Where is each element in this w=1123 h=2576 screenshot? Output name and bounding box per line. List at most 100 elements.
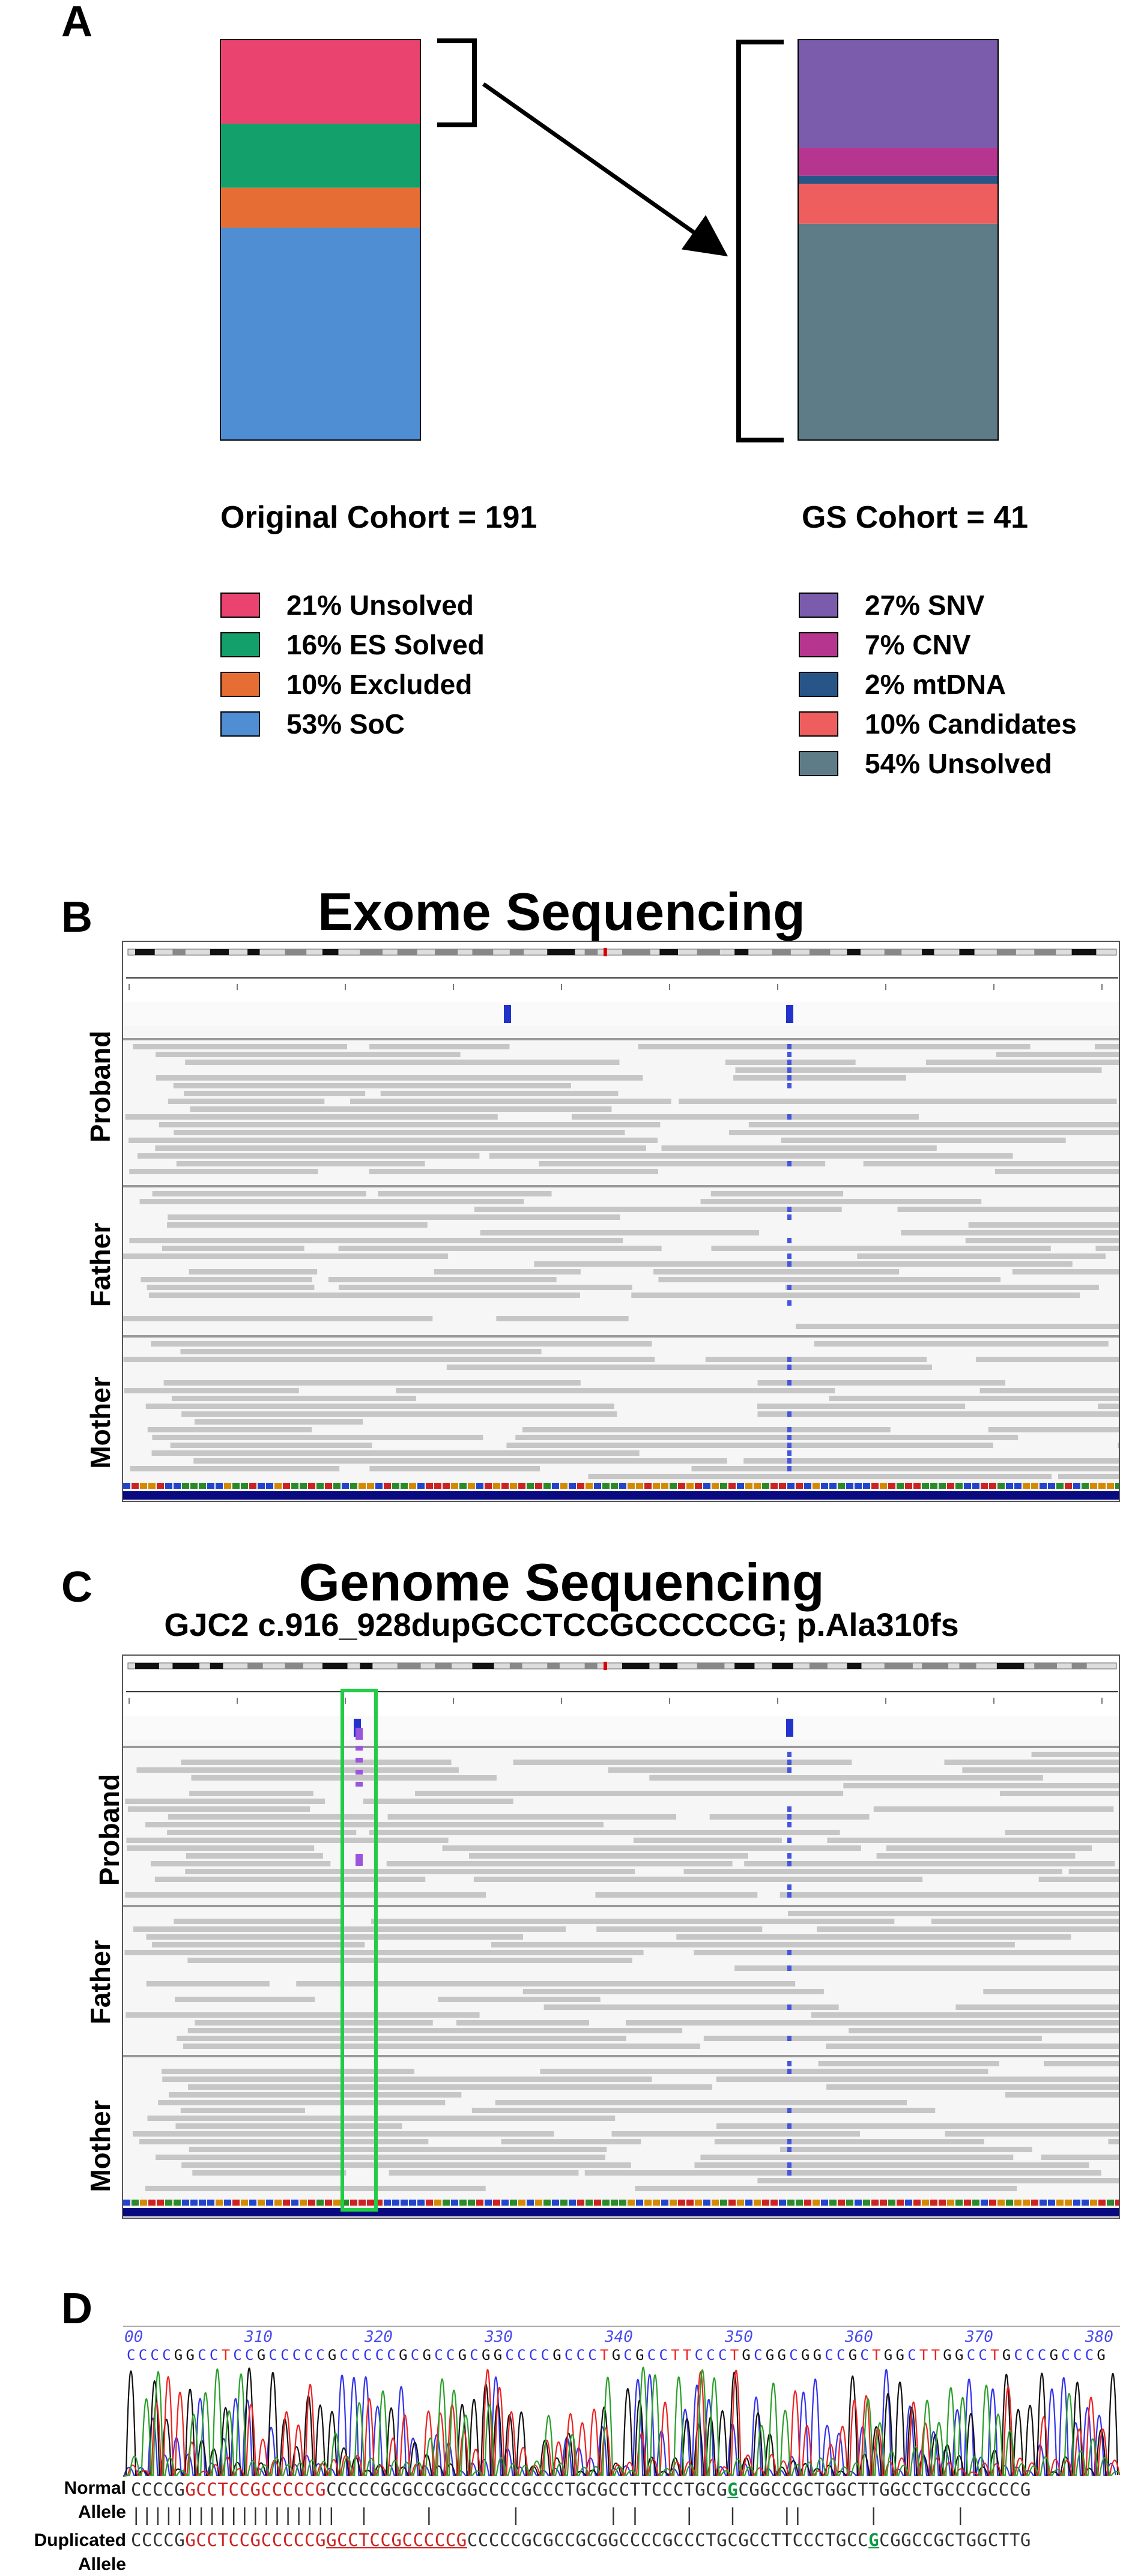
ruler-tick: 330	[484, 2328, 513, 2346]
base-call: G	[896, 2347, 904, 2363]
base-call: C	[233, 2347, 241, 2363]
ruler-tick: 380	[1085, 2328, 1113, 2346]
original-cohort-legend: 21% Unsolved 16% ES Solved 10% Excluded 53%…	[220, 585, 485, 744]
gs-cohort-bar	[798, 39, 999, 441]
normal-allele-label-line2: Allele	[77, 2502, 126, 2522]
base-call: C	[139, 2347, 147, 2363]
ruler-tick: 370	[964, 2328, 993, 2346]
base-call: C	[292, 2347, 301, 2363]
base-call: T	[671, 2347, 679, 2363]
panel-label-d: D	[61, 2285, 92, 2333]
base-call: C	[907, 2347, 916, 2363]
bar-segment-16-es-solved	[220, 124, 420, 188]
variant-notation: GJC2 c.916_928dupGCCTCCGCCCCCG; p.Ala310…	[164, 1607, 959, 1643]
base-call: C	[1026, 2347, 1034, 2363]
base-call: C	[695, 2347, 703, 2363]
legend-swatch	[220, 672, 260, 697]
panel-label-a: A	[61, 0, 92, 46]
original-cohort-bar	[220, 39, 421, 441]
bar-segment-53-soc	[220, 228, 420, 440]
base-call: T	[990, 2347, 999, 2363]
genome-proband-track-label: Proband	[94, 1773, 125, 1886]
original-unsolved-bracket	[437, 38, 477, 127]
legend-label: 16% ES Solved	[286, 629, 485, 660]
genome-mother-track-label: Mother	[85, 2100, 116, 2192]
base-call: G	[884, 2347, 892, 2363]
legend-item: 27% SNV	[799, 585, 1077, 625]
base-call: C	[1073, 2347, 1082, 2363]
bar-outline	[220, 39, 421, 441]
legend-item: 7% CNV	[799, 625, 1077, 665]
exome-mother-track-label: Mother	[85, 1377, 116, 1469]
ruler-tick: 00	[124, 2328, 143, 2346]
bar-segment-54-unsolved	[798, 223, 998, 440]
base-call: G	[801, 2347, 810, 2363]
base-call: C	[446, 2347, 455, 2363]
legend-item: 10% Excluded	[220, 665, 485, 704]
base-call: C	[1014, 2347, 1023, 2363]
base-call: C	[967, 2347, 975, 2363]
base-call: T	[919, 2347, 928, 2363]
legend-item: 16% ES Solved	[220, 625, 485, 665]
base-call: C	[659, 2347, 668, 2363]
base-call: C	[280, 2347, 289, 2363]
base-call: C	[541, 2347, 549, 2363]
base-call: C	[210, 2347, 218, 2363]
base-call: C	[375, 2347, 384, 2363]
duplicated-allele-label-line2: Allele	[77, 2554, 126, 2574]
base-call: C	[245, 2347, 253, 2363]
legend-item: 10% Candidates	[799, 704, 1077, 744]
base-call: C	[718, 2347, 727, 2363]
seq-segment: CCCCG	[131, 2479, 186, 2500]
base-call: C	[162, 2347, 171, 2363]
base-call: T	[730, 2347, 739, 2363]
base-call: G	[257, 2347, 265, 2363]
legend-label: 10% Excluded	[286, 669, 473, 700]
base-call: G	[552, 2347, 561, 2363]
base-call: G	[766, 2347, 774, 2363]
base-call: T	[872, 2347, 880, 2363]
base-call: G	[778, 2347, 786, 2363]
base-call: G	[174, 2347, 183, 2363]
base-call: G	[849, 2347, 857, 2363]
base-call: C	[1038, 2347, 1046, 2363]
ruler-tick: 350	[724, 2328, 753, 2346]
base-call: C	[198, 2347, 206, 2363]
inserted-duplicate: GCCTCCGCCCCCG	[326, 2530, 467, 2550]
base-call: C	[529, 2347, 537, 2363]
exome-father-track-label: Father	[85, 1222, 116, 1308]
gs-cohort-bracket	[736, 40, 784, 442]
bar-segment-21-unsolved	[220, 40, 420, 124]
legend-label: 54% Unsolved	[865, 748, 1052, 779]
base-call: C	[150, 2347, 159, 2363]
legend-item: 21% Unsolved	[220, 585, 485, 625]
legend-item: 53% SoC	[220, 704, 485, 744]
legend-swatch	[799, 711, 838, 737]
base-call: C	[304, 2347, 313, 2363]
alignment-match-line: ||||||||||||||||||| | | | | | | | || | |	[131, 2505, 999, 2525]
legend-item: 2% mtDNA	[799, 665, 1077, 704]
base-call: C	[565, 2347, 573, 2363]
base-call: C	[127, 2347, 135, 2363]
base-call: C	[1061, 2347, 1070, 2363]
base-call: C	[978, 2347, 987, 2363]
duplication-highlight-box	[341, 1689, 378, 2212]
base-call: C	[1085, 2347, 1094, 2363]
exome-proband-track-label: Proband	[85, 1030, 116, 1143]
legend-label: 27% SNV	[865, 590, 985, 621]
base-call: G	[612, 2347, 620, 2363]
legend-swatch	[799, 632, 838, 657]
base-call: C	[470, 2347, 478, 2363]
base-call: C	[517, 2347, 525, 2363]
legend-swatch	[220, 593, 260, 618]
duplicated-region: GCCTCCGCCCCCG	[185, 2479, 327, 2500]
base-call: G	[635, 2347, 644, 2363]
legend-label: 53% SoC	[286, 708, 405, 740]
base-call: C	[789, 2347, 798, 2363]
bar-segment-27-snv	[798, 40, 998, 148]
legend-swatch	[799, 593, 838, 618]
igv-tracks	[123, 942, 1119, 1500]
bar-outline	[798, 39, 999, 441]
base-call: G	[1097, 2347, 1105, 2363]
